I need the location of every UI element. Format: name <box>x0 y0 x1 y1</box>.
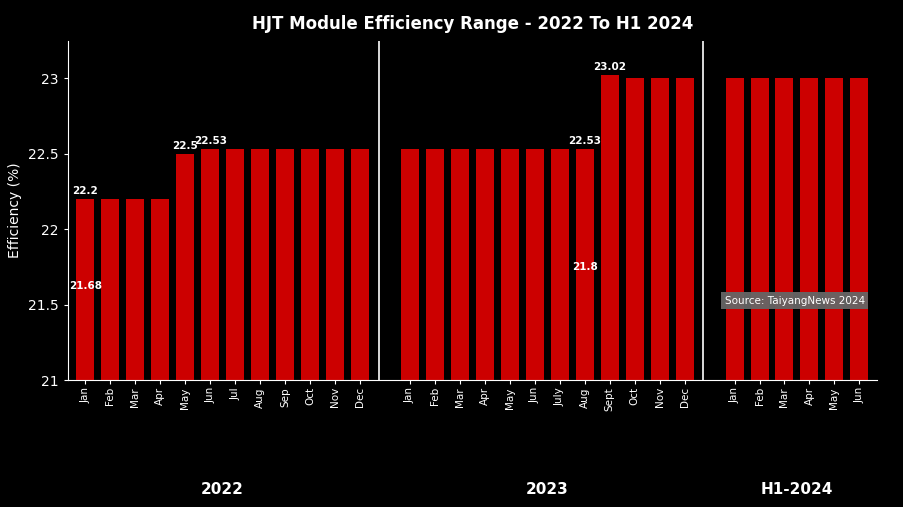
Bar <box>749 78 768 380</box>
Bar <box>176 154 194 380</box>
Bar <box>425 149 443 380</box>
Bar <box>675 78 693 380</box>
Y-axis label: Efficiency (%): Efficiency (%) <box>8 163 23 258</box>
Bar <box>151 199 169 380</box>
Text: 21.8: 21.8 <box>572 263 597 272</box>
Text: 22.53: 22.53 <box>193 136 227 146</box>
Bar <box>201 149 219 380</box>
Text: H1-2024: H1-2024 <box>760 482 833 497</box>
Bar <box>400 149 418 380</box>
Bar <box>725 78 742 380</box>
Bar <box>301 149 319 380</box>
Bar <box>799 78 817 380</box>
Bar <box>526 149 544 380</box>
Text: 21.68: 21.68 <box>69 280 102 291</box>
Text: 22.53: 22.53 <box>568 136 600 146</box>
Text: 2022: 2022 <box>201 482 244 497</box>
Text: 2023: 2023 <box>526 482 568 497</box>
Bar <box>575 149 593 380</box>
Bar <box>451 149 469 380</box>
Bar <box>76 199 94 380</box>
Bar <box>226 149 244 380</box>
Bar <box>350 149 368 380</box>
Bar <box>500 149 518 380</box>
Bar <box>600 75 618 380</box>
Bar <box>775 78 793 380</box>
Bar <box>550 149 568 380</box>
Bar <box>251 149 269 380</box>
Bar <box>126 199 144 380</box>
Bar <box>625 78 643 380</box>
Text: Source: TaiyangNews 2024: Source: TaiyangNews 2024 <box>724 296 864 306</box>
Bar <box>326 149 344 380</box>
Title: HJT Module Efficiency Range - 2022 To H1 2024: HJT Module Efficiency Range - 2022 To H1… <box>251 15 693 33</box>
Bar <box>824 78 842 380</box>
Text: 22.2: 22.2 <box>72 186 98 196</box>
Bar <box>650 78 668 380</box>
Bar <box>101 199 119 380</box>
Text: 23.02: 23.02 <box>592 62 626 73</box>
Bar <box>275 149 293 380</box>
Bar <box>475 149 493 380</box>
Bar <box>850 78 868 380</box>
Text: 22.5: 22.5 <box>172 141 198 151</box>
